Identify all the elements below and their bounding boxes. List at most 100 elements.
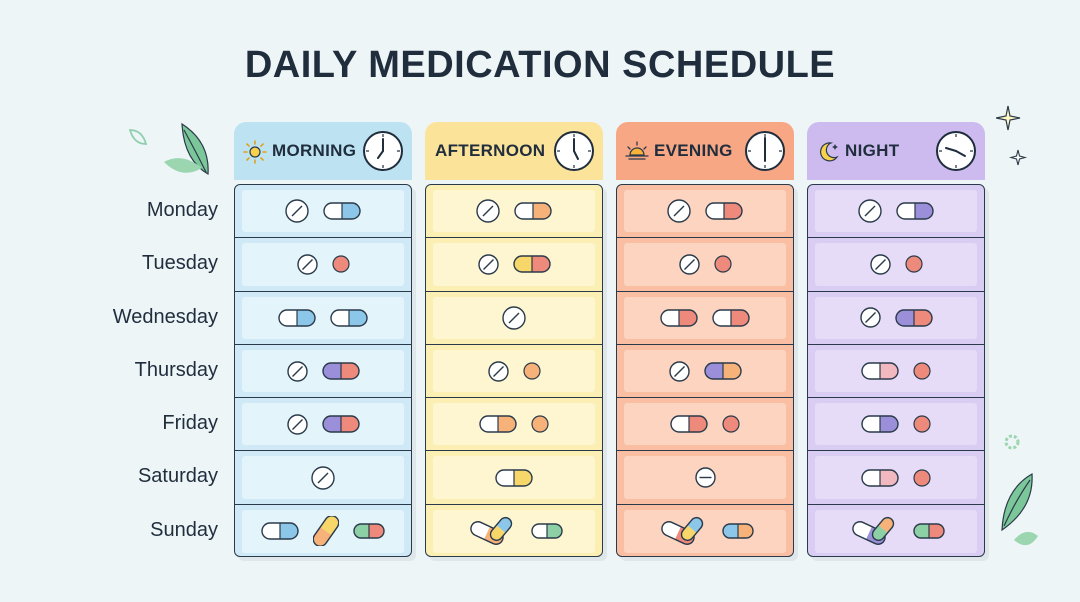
capsule-white-red-icon <box>712 309 750 327</box>
capsule-white-blue-icon <box>330 309 368 327</box>
column-evening: EVENING <box>616 122 794 557</box>
round-tablet-small-icon <box>859 307 881 328</box>
capsule-white-red-icon <box>660 309 698 327</box>
column-body-morning <box>234 184 412 557</box>
clock-icon <box>554 131 594 171</box>
round-tablet-line-icon <box>694 467 716 488</box>
capsule-white-pink-icon <box>861 362 899 380</box>
pill-group <box>433 456 595 499</box>
dose-cell-evening-sunday <box>617 505 793 556</box>
dose-cell-morning-saturday <box>235 451 411 505</box>
round-tablet-icon <box>667 199 691 223</box>
pill-group <box>433 190 595 233</box>
dose-cell-morning-tuesday <box>235 238 411 292</box>
capsule-green-red-icon <box>913 523 945 540</box>
column-body-afternoon <box>425 184 603 557</box>
column-label-afternoon: AFTERNOON <box>435 141 546 160</box>
pill-group <box>242 456 404 499</box>
moon-icon <box>820 142 839 162</box>
leaf-icon <box>128 122 209 176</box>
capsule-white-pink-icon <box>861 468 899 487</box>
dose-cell-afternoon-saturday <box>426 451 602 505</box>
pill-group <box>242 349 404 393</box>
round-tablet-small-icon <box>668 360 690 382</box>
pill-group <box>815 403 977 446</box>
pill-group <box>242 243 404 286</box>
capsule-white-blue-icon <box>323 202 361 220</box>
capsule-white-blue-icon <box>278 309 316 327</box>
column-body-evening <box>616 184 794 557</box>
red-dot-icon <box>331 255 350 274</box>
dose-cell-night-saturday <box>808 451 984 505</box>
dose-cell-morning-wednesday <box>235 292 411 345</box>
dose-cell-afternoon-sunday <box>426 505 602 556</box>
capsule-white-orange-icon <box>479 415 517 434</box>
sun-icon <box>243 140 267 164</box>
round-tablet-icon <box>311 465 335 490</box>
capsule-purple-red-icon <box>894 309 933 327</box>
round-tablet-icon <box>285 199 309 223</box>
round-tablet-icon <box>502 306 526 330</box>
orange-dot-icon <box>531 415 549 433</box>
column-label-evening: EVENING <box>654 141 733 160</box>
dose-cell-night-monday <box>808 185 984 239</box>
capsule-white-red-icon <box>670 415 708 434</box>
pill-group <box>624 509 786 554</box>
column-header-night: NIGHT <box>807 122 985 180</box>
dose-cell-evening-saturday <box>617 451 793 505</box>
capsule-yellow-red-icon <box>512 255 551 274</box>
pill-group <box>433 509 595 554</box>
pill-group <box>624 243 786 286</box>
dose-cell-afternoon-wednesday <box>426 292 602 345</box>
sunset-icon <box>625 141 649 160</box>
column-header-afternoon: AFTERNOON <box>425 122 603 180</box>
round-tablet-small-icon <box>296 254 318 275</box>
pill-group <box>624 349 786 393</box>
clock-icon <box>936 131 976 171</box>
pill-group <box>242 509 404 554</box>
dose-cell-night-sunday <box>808 505 984 556</box>
dose-cell-evening-thursday <box>617 345 793 399</box>
day-label-wednesday: Wednesday <box>112 305 218 328</box>
red-dot-icon <box>913 469 931 487</box>
capsule-purple-orange-icon <box>703 362 742 380</box>
pill-group <box>242 296 404 339</box>
pill-group <box>433 243 595 286</box>
sparkle-icon <box>996 105 1028 166</box>
day-labels: Monday Tuesday Wednesday Thursday Friday… <box>0 184 222 557</box>
red-dot-icon <box>913 415 931 433</box>
dose-cell-evening-monday <box>617 185 793 239</box>
pill-group <box>815 243 977 286</box>
dose-cell-afternoon-tuesday <box>426 238 602 292</box>
red-dot-icon <box>913 362 931 380</box>
capsule-purple-red-icon <box>321 362 360 380</box>
day-label-thursday: Thursday <box>134 358 218 381</box>
pill-group <box>242 190 404 233</box>
plant-icon <box>1001 434 1038 546</box>
red-dot-icon <box>713 255 732 274</box>
round-tablet-small-icon <box>678 254 700 275</box>
day-label-monday: Monday <box>146 199 218 221</box>
capsule-pair-tilted-icon <box>465 515 517 547</box>
column-label-morning: MORNING <box>272 141 357 160</box>
column-header-evening: EVENING <box>616 122 794 180</box>
column-body-night <box>807 184 985 557</box>
capsule-blue-orange-icon <box>722 523 754 540</box>
column-night: NIGHT <box>807 122 985 557</box>
capsule-white-purple-icon <box>861 415 899 434</box>
day-label-sunday: Sunday <box>150 518 218 541</box>
capsule-green-red-icon <box>353 523 385 540</box>
pill-group <box>433 296 595 339</box>
red-dot-icon <box>722 415 740 433</box>
pill-group <box>815 349 977 393</box>
column-label-night: NIGHT <box>845 141 900 160</box>
pill-group <box>433 403 595 446</box>
dose-cell-evening-wednesday <box>617 292 793 345</box>
pill-group <box>815 456 977 499</box>
capsule-white-blue-icon <box>261 522 299 541</box>
pill-group <box>624 456 786 499</box>
capsule-pair-tilted-red-icon <box>656 515 708 547</box>
dose-cell-evening-friday <box>617 398 793 452</box>
day-label-tuesday: Tuesday <box>142 252 218 275</box>
dose-cell-morning-friday <box>235 398 411 452</box>
